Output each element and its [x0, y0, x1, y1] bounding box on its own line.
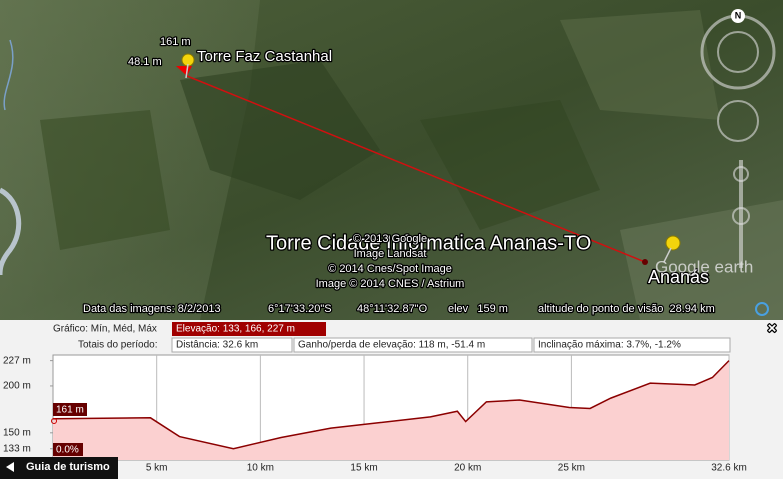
forest-patch [420, 100, 600, 230]
pushpin-needle [663, 247, 672, 263]
town-label: Ananás [648, 267, 709, 287]
stat-box [293, 337, 533, 353]
totals-label: Totais do período: [78, 340, 158, 351]
y-tick-label: 133 m [3, 443, 31, 454]
stats-box [172, 322, 326, 336]
x-tick-label: 20 km [454, 463, 481, 474]
navigation-controls[interactable] [700, 14, 776, 268]
longitude: 48°11'32.87"O [357, 303, 428, 315]
map-view[interactable]: 161 m 48.1 m Torre Faz Castanhal Torre C… [0, 0, 783, 320]
y-tick-label: 150 m [3, 427, 31, 438]
eye-altitude: altitude do ponto de visão 28.94 km [538, 303, 715, 315]
x-tick-label: 10 km [247, 463, 274, 474]
placemark-label: Torre Faz Castanhal [197, 48, 332, 65]
zoom-in[interactable] [733, 166, 749, 182]
distance: Distância: 32.6 km [176, 340, 258, 351]
cursor-slope: 0.0% [56, 445, 79, 456]
placemark[interactable]: 161 m 48.1 m Torre Faz Castanhal [127, 35, 333, 79]
status-bar: Data das imagens: 8/2/2013 6°17'33.20"S … [82, 302, 769, 316]
tour-guide-icon [6, 462, 14, 472]
placemark[interactable]: Torre Cidade Informatica Ananas-TO Ananá… [265, 231, 711, 288]
tour-guide-button[interactable] [0, 457, 118, 479]
river [0, 187, 22, 276]
tour-guide-label: Guia de turismo [26, 461, 110, 473]
forest-patch [180, 60, 380, 200]
cursor-point [51, 418, 57, 424]
status-indicator [755, 302, 769, 316]
path-line [186, 75, 646, 263]
pushpin-needle [185, 63, 189, 79]
profile-line [52, 360, 730, 450]
y-tick-label: 227 m [3, 355, 31, 366]
stat-box [171, 337, 293, 353]
cursor-elevation: 161 m [56, 405, 84, 416]
compass-north[interactable] [731, 9, 745, 23]
elevation: elev 159 m [448, 303, 508, 315]
attribution: © 2014 Cnes/Spot Image [328, 263, 452, 275]
compass-label: N [735, 10, 742, 20]
elevation-profile-panel: Gráfico: Mín, Méd, Máx Elevação: 133, 16… [0, 319, 783, 479]
forest-patch [40, 110, 170, 250]
area-fill [53, 360, 729, 460]
x-tick-label: 15 km [350, 463, 377, 474]
path-endpoint [642, 259, 648, 265]
y-tick-label: 200 m [3, 381, 31, 392]
placemark-ground: 48.1 m [128, 56, 162, 68]
pushpin [665, 235, 681, 251]
stat-box [533, 337, 731, 353]
x-tick-label: 32.6 km [711, 463, 747, 474]
field-patch [560, 10, 720, 120]
attribution: © 2013 Google [353, 233, 427, 245]
move-joystick[interactable] [717, 100, 759, 142]
elevation-stats: Elevação: 133, 166, 227 m [176, 324, 295, 335]
placemark-label: Torre Cidade Informatica Ananas-TO [266, 232, 591, 254]
attribution: Image Landsat [354, 248, 427, 260]
cursor-box [53, 443, 83, 456]
close-button[interactable]: × [766, 319, 778, 339]
x-tick-label: 5 km [146, 463, 168, 474]
gain-loss: Ganho/perda de elevação: 118 m, -51.4 m [298, 340, 485, 351]
zoom-handle[interactable] [732, 207, 750, 225]
imagery-date: Data das imagens: 8/2/2013 [83, 303, 221, 315]
attribution: Image © 2014 CNES / Astrium [316, 278, 465, 290]
max-slope: Inclinação máxima: 3.7%, -1.2% [538, 340, 681, 351]
cursor-box [53, 403, 87, 416]
latitude: 6°17'33.20"S [268, 303, 332, 315]
profile-chart: 5 km 10 km 15 km 20 km 25 km 32.6 km 227 m 200 … [3, 355, 747, 474]
x-tick-label: 25 km [558, 463, 585, 474]
road [3, 39, 14, 111]
graph-label: Gráfico: Mín, Méd, Máx [53, 324, 157, 335]
look-joystick[interactable] [717, 31, 759, 73]
logo: Google earth [655, 257, 753, 276]
placemark-height: 161 m [160, 36, 191, 48]
